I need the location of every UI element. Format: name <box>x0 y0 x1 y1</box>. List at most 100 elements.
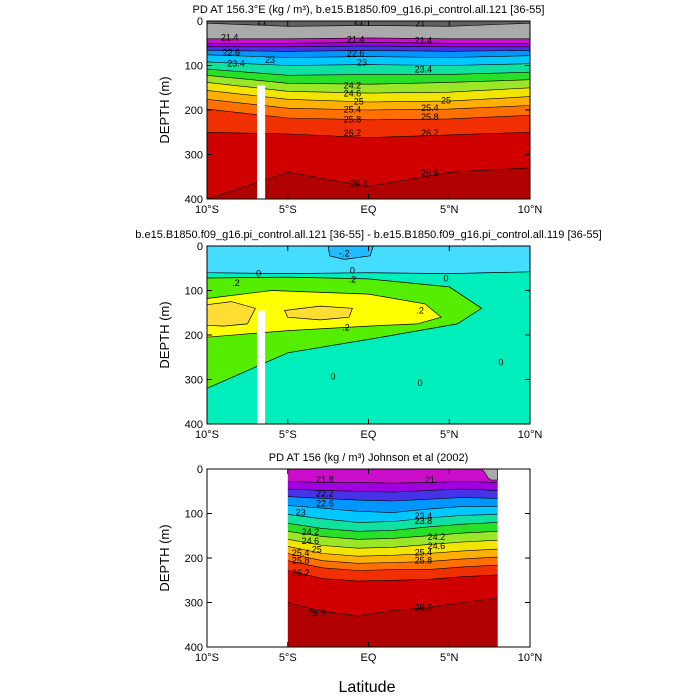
density-layer <box>287 598 498 647</box>
density-layer <box>207 167 530 199</box>
contour-label: 0 <box>444 274 449 284</box>
contour-label: 26.2 <box>421 128 439 138</box>
contour-line <box>287 570 498 582</box>
x-axis-label: Latitude <box>339 679 396 696</box>
contour-line <box>287 560 498 571</box>
contour-label: 25.4 <box>415 547 433 557</box>
contour-label: 21 <box>354 17 364 27</box>
y-axis-label: DEPTH (m) <box>157 301 172 368</box>
contour-line <box>207 37 530 40</box>
contour-label: .2 <box>349 274 357 284</box>
contour-label: 25 <box>354 97 364 107</box>
contour-label: 23 <box>357 58 367 68</box>
contour-line <box>207 50 530 52</box>
x-tick-label: 10°N <box>518 204 543 216</box>
x-tick-label: 10°S <box>195 652 219 664</box>
band-region <box>207 301 256 327</box>
density-layer <box>207 61 530 76</box>
missing-data-gap <box>257 310 266 424</box>
contour-label: 25.8 <box>421 112 439 122</box>
x-tick-label: 5°S <box>279 652 297 664</box>
contour-line <box>207 75 530 85</box>
y-tick-label: 200 <box>185 105 203 117</box>
y-tick-label: 300 <box>185 375 203 387</box>
contour-label: .2 <box>342 323 350 333</box>
y-tick-label: 400 <box>185 194 203 206</box>
panel-2: -.20 00.2.2.2.2000b.e15.B1850.f09_g16.pi_… <box>135 229 601 441</box>
y-axis-label: DEPTH (m) <box>157 76 172 143</box>
contour-label: 21.4 <box>415 35 433 45</box>
density-layer <box>207 37 530 44</box>
density-layer <box>287 570 498 616</box>
y-tick-label: 0 <box>197 464 203 476</box>
contour-label: 26.6 <box>308 608 326 618</box>
y-tick-label: 0 <box>197 16 203 28</box>
density-layer <box>207 50 530 58</box>
contour-line <box>207 68 530 76</box>
density-layer <box>287 489 498 501</box>
x-tick-label: 5°S <box>279 429 297 441</box>
contour-label: -.2 <box>339 249 350 259</box>
x-tick-label: 10°N <box>518 429 543 441</box>
contour-label: 23.4 <box>415 511 433 521</box>
x-tick-label: EQ <box>361 652 377 664</box>
y-tick-label: 200 <box>185 553 203 565</box>
y-tick-label: 400 <box>185 642 203 654</box>
x-tick-label: 5°S <box>279 204 297 216</box>
panel-title: b.e15.B1850.f09_g16.pi_control.all.121 [… <box>135 229 601 241</box>
density-layer <box>287 553 498 571</box>
contour-label: .2 <box>232 278 240 288</box>
contour-line <box>287 514 498 523</box>
contour-label: 0 <box>330 372 335 382</box>
contour-label: 24.2 <box>302 527 320 537</box>
contour-line <box>207 54 530 58</box>
contour-label: 22.6 <box>222 48 240 58</box>
contour-label: 22.6 <box>347 49 365 59</box>
contour-label: 25.4 <box>344 105 362 115</box>
band-region <box>327 246 374 260</box>
contour-label: 25.8 <box>415 555 433 565</box>
y-axis-label: DEPTH (m) <box>157 524 172 591</box>
density-layer <box>207 23 530 39</box>
contour-label: 22.2 <box>316 489 334 499</box>
x-tick-label: EQ <box>361 429 377 441</box>
contour-line <box>287 488 498 493</box>
density-layer <box>287 514 498 532</box>
density-layer <box>207 45 530 52</box>
contour-line <box>287 505 498 513</box>
contour-label: 24.6 <box>428 541 446 551</box>
contour-label: 23.4 <box>227 58 245 68</box>
contour-label: 22.6 <box>316 498 334 508</box>
y-tick-label: 100 <box>185 286 203 298</box>
missing-data-gap <box>257 85 266 199</box>
contour-label: 0 <box>350 266 355 276</box>
band-region <box>283 305 353 321</box>
contour-label: 25.8 <box>292 555 310 565</box>
contour-line <box>287 546 498 557</box>
contour-label: 21.4 <box>347 34 365 44</box>
x-tick-label: 5°N <box>440 204 459 216</box>
contour-line <box>287 539 498 549</box>
x-tick-label: 10°S <box>195 204 219 216</box>
contour-label: 25 <box>441 95 451 105</box>
contour-label: 23.4 <box>415 65 433 75</box>
contour-label: 26.2 <box>292 568 310 578</box>
x-tick-label: 5°N <box>440 652 459 664</box>
contour-line <box>287 597 498 617</box>
density-layer <box>287 496 498 513</box>
contour-label: 23 <box>265 55 275 65</box>
density-layer <box>287 560 498 582</box>
density-layer <box>207 82 530 102</box>
x-tick-label: EQ <box>361 204 377 216</box>
contour-label: 25.4 <box>292 548 310 558</box>
density-layer <box>287 469 498 484</box>
contour-line <box>207 42 530 44</box>
contour-label: 0 <box>256 268 261 278</box>
contour-label: 23 <box>296 507 306 517</box>
contour-label: 21.4 <box>221 33 239 43</box>
contour-line <box>287 553 498 564</box>
contour-line <box>287 522 498 532</box>
